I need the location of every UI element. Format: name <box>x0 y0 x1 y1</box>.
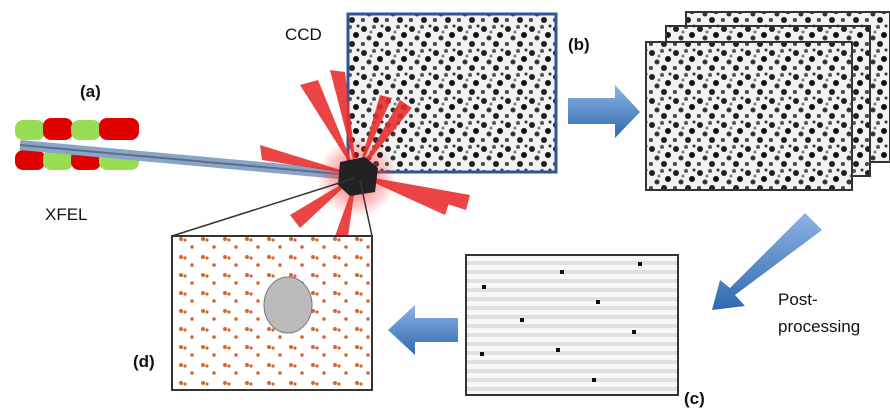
projection-line <box>172 178 355 236</box>
arrow <box>388 305 458 355</box>
diagram: (a) XFEL CCD (b) Post- processing (c) (d… <box>0 0 890 409</box>
label-b: (b) <box>568 35 590 54</box>
label-xfel: XFEL <box>45 205 88 224</box>
label-c: (c) <box>684 389 705 408</box>
label-a: (a) <box>80 82 101 101</box>
frame <box>646 42 852 190</box>
molecule <box>264 277 312 333</box>
label-ccd: CCD <box>285 25 322 44</box>
label-d: (d) <box>133 352 155 371</box>
arrow <box>568 85 640 138</box>
label-post: Post- <box>778 290 818 309</box>
label-processing: processing <box>778 317 860 336</box>
processed-pattern <box>466 255 678 395</box>
